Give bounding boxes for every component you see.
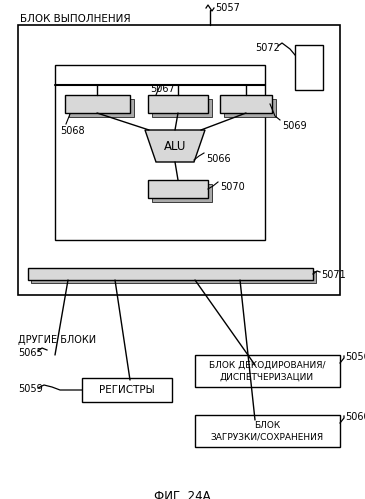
Bar: [220, 95, 272, 113]
Text: ДРУГИЕ БЛОКИ: ДРУГИЕ БЛОКИ: [18, 335, 96, 345]
Text: БЛОК ВЫПОЛНЕНИЯ: БЛОК ВЫПОЛНЕНИЯ: [20, 14, 131, 24]
Bar: [152, 99, 212, 117]
Text: 5066: 5066: [206, 154, 231, 164]
Text: 5070: 5070: [220, 182, 245, 192]
Text: РЕГИСТРЫ: РЕГИСТРЫ: [99, 385, 155, 395]
Text: ФИГ. 24А: ФИГ. 24А: [154, 490, 210, 499]
Text: 5068: 5068: [60, 126, 85, 136]
Bar: [152, 184, 212, 202]
Text: 5067: 5067: [150, 84, 175, 94]
Text: БЛОК ДЕКОДИРОВАНИЯ/
ДИСПЕТЧЕРИЗАЦИИ: БЛОК ДЕКОДИРОВАНИЯ/ ДИСПЕТЧЕРИЗАЦИИ: [209, 361, 325, 381]
Bar: [65, 95, 130, 113]
Bar: [69, 99, 134, 117]
Text: 5060: 5060: [345, 412, 365, 422]
Bar: [195, 415, 340, 447]
Bar: [82, 378, 172, 402]
Text: 5069: 5069: [282, 121, 307, 131]
Bar: [148, 95, 208, 113]
Text: 5065: 5065: [18, 348, 43, 358]
Bar: [31, 271, 316, 283]
Bar: [55, 65, 265, 240]
Text: 5071: 5071: [321, 270, 346, 280]
Bar: [148, 180, 208, 198]
Text: 5072: 5072: [255, 43, 280, 53]
Text: БЛОК
ЗАГРУЗКИ/СОХРАНЕНИЯ: БЛОК ЗАГРУЗКИ/СОХРАНЕНИЯ: [211, 421, 323, 442]
Bar: [295, 45, 323, 90]
Bar: [18, 25, 340, 295]
Bar: [224, 99, 276, 117]
Text: 5057: 5057: [215, 3, 240, 13]
Bar: [28, 268, 313, 280]
Text: 5059: 5059: [18, 384, 43, 394]
Bar: [195, 355, 340, 387]
Text: 5056: 5056: [345, 352, 365, 362]
Polygon shape: [145, 130, 205, 162]
Text: ALU: ALU: [164, 140, 186, 153]
